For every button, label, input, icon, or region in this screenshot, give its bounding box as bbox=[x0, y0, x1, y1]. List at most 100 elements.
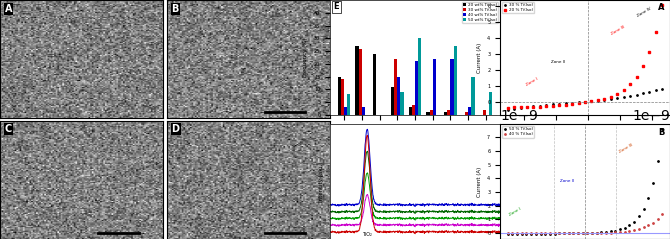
Text: Zone II: Zone II bbox=[551, 60, 565, 64]
50% TiO2/PVAc bbox=[496, 204, 504, 207]
40% TiO2/PVAc bbox=[466, 210, 474, 213]
Y-axis label: Current (A): Current (A) bbox=[476, 166, 482, 197]
Pure PVAc bbox=[407, 223, 415, 226]
50 % Ti(Iso) bbox=[579, 232, 587, 235]
20 % Ti(Iso) bbox=[658, 4, 666, 7]
40 % Ti(Iso) bbox=[574, 232, 582, 235]
Bar bbox=[394, 59, 397, 115]
30 % Ti(Iso) bbox=[536, 104, 544, 107]
30% TiO2/PVAc bbox=[419, 216, 427, 219]
Bar bbox=[412, 105, 415, 115]
30 % Ti(Iso) bbox=[529, 105, 537, 108]
Line: 40 % Ti(Iso): 40 % Ti(Iso) bbox=[507, 212, 664, 235]
Bar bbox=[482, 110, 486, 115]
Bar bbox=[450, 59, 454, 115]
30% TiO2/PVAc bbox=[496, 217, 504, 220]
Bar bbox=[362, 107, 365, 115]
20 % Ti(Iso) bbox=[620, 88, 628, 91]
Bar bbox=[454, 46, 457, 115]
20 % Ti(Iso) bbox=[600, 97, 608, 100]
Text: A: A bbox=[659, 3, 665, 12]
Bar bbox=[433, 59, 436, 115]
Line: 40% TiO2/PVAc: 40% TiO2/PVAc bbox=[330, 151, 500, 214]
Bar bbox=[341, 79, 344, 115]
50 % Ti(Iso) bbox=[588, 232, 596, 234]
Text: 50% TiO2/PVAc: 50% TiO2/PVAc bbox=[505, 203, 536, 207]
Text: TiO2: TiO2 bbox=[505, 230, 515, 234]
40% TiO2/PVAc bbox=[408, 210, 416, 213]
40 % Ti(Iso) bbox=[612, 231, 620, 234]
30 % Ti(Iso) bbox=[632, 93, 641, 96]
Text: Zone I: Zone I bbox=[509, 207, 521, 217]
TiO2 bbox=[466, 230, 474, 233]
30% TiO2/PVAc bbox=[411, 219, 419, 222]
Bar bbox=[426, 112, 429, 115]
Bar bbox=[347, 94, 350, 115]
20 % Ti(Iso) bbox=[549, 104, 557, 107]
50% TiO2/PVAc bbox=[428, 203, 436, 206]
20 % Ti(Iso) bbox=[575, 102, 583, 105]
50 % Ti(Iso) bbox=[602, 231, 610, 234]
30 % Ti(Iso) bbox=[504, 108, 512, 111]
20 % Ti(Iso) bbox=[581, 101, 589, 104]
Pure PVAc bbox=[428, 223, 436, 226]
50 % Ti(Iso) bbox=[658, 128, 666, 131]
Text: B: B bbox=[172, 4, 179, 14]
50% TiO2/PVAc bbox=[408, 203, 416, 206]
40 % Ti(Iso) bbox=[593, 232, 601, 234]
30 % Ti(Iso) bbox=[620, 96, 628, 99]
20 % Ti(Iso) bbox=[652, 31, 660, 34]
20 % Ti(Iso) bbox=[561, 103, 569, 106]
20 % Ti(Iso) bbox=[607, 95, 615, 98]
Bar bbox=[391, 87, 394, 115]
40 % Ti(Iso) bbox=[509, 232, 517, 235]
X-axis label: Applied Voltage (V): Applied Voltage (V) bbox=[559, 135, 612, 140]
30% TiO2/PVAc bbox=[407, 217, 415, 220]
30% TiO2/PVAc bbox=[363, 171, 371, 174]
50 % Ti(Iso) bbox=[570, 232, 578, 235]
20 % Ti(Iso) bbox=[504, 106, 512, 109]
Y-axis label: Intensity (a.u.): Intensity (a.u.) bbox=[320, 161, 324, 202]
50 % Ti(Iso) bbox=[546, 232, 554, 235]
40 % Ti(Iso) bbox=[537, 232, 545, 235]
40% TiO2/PVAc bbox=[326, 210, 334, 213]
40 % Ti(Iso) bbox=[649, 221, 657, 224]
Bar bbox=[465, 112, 468, 115]
TiO2 bbox=[492, 230, 500, 233]
30% TiO2/PVAc bbox=[428, 217, 436, 220]
40 % Ti(Iso) bbox=[621, 230, 629, 233]
50 % Ti(Iso) bbox=[616, 228, 624, 231]
50% TiO2/PVAc bbox=[466, 203, 474, 206]
20 % Ti(Iso) bbox=[529, 105, 537, 108]
Bar bbox=[409, 107, 412, 115]
TiO2 bbox=[428, 230, 436, 233]
50 % Ti(Iso) bbox=[518, 232, 526, 235]
Bar bbox=[448, 110, 450, 115]
20 % Ti(Iso) bbox=[639, 65, 647, 68]
50 % Ti(Iso) bbox=[612, 229, 620, 232]
Text: Zone I: Zone I bbox=[525, 77, 539, 87]
Bar bbox=[358, 49, 362, 115]
50 % Ti(Iso) bbox=[607, 230, 615, 233]
Pure PVAc bbox=[466, 223, 474, 226]
40 % Ti(Iso) bbox=[565, 232, 573, 235]
50 % Ti(Iso) bbox=[626, 224, 634, 227]
50 % Ti(Iso) bbox=[555, 232, 563, 235]
30 % Ti(Iso) bbox=[652, 89, 660, 92]
20 % Ti(Iso) bbox=[626, 83, 634, 86]
50 % Ti(Iso) bbox=[560, 232, 568, 235]
40 % Ti(Iso) bbox=[588, 232, 596, 234]
Text: E: E bbox=[334, 2, 339, 11]
50% TiO2/PVAc bbox=[411, 205, 419, 208]
40 % Ti(Iso) bbox=[607, 231, 615, 234]
30% TiO2/PVAc bbox=[326, 217, 334, 220]
Text: Zone IV: Zone IV bbox=[636, 7, 651, 18]
50 % Ti(Iso) bbox=[504, 232, 512, 235]
Line: 30% TiO2/PVAc: 30% TiO2/PVAc bbox=[330, 173, 500, 220]
50% TiO2/PVAc bbox=[492, 203, 500, 206]
Text: A: A bbox=[5, 4, 13, 14]
40% TiO2/PVAc bbox=[419, 209, 427, 212]
Text: 40% TiO2/PVAc: 40% TiO2/PVAc bbox=[505, 210, 536, 214]
40 % Ti(Iso) bbox=[579, 232, 587, 235]
30 % Ti(Iso) bbox=[658, 87, 666, 90]
